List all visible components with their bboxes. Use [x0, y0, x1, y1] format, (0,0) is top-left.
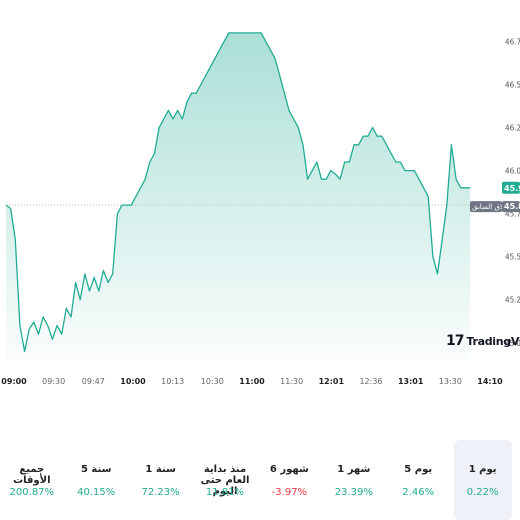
period-tab[interactable]: 1 شهر 23.39%: [325, 440, 383, 520]
x-tick-label: 13:30: [439, 377, 462, 386]
y-tick-label: 45.75: [505, 210, 520, 219]
price-chart[interactable]: 46.75 46.50 46.25 46.00 45.75 45.50 45.25 45.00…: [0, 0, 520, 400]
period-label: منذ بداية العام حتى اليوم: [200, 464, 250, 497]
period-change-value: 40.15%: [77, 487, 116, 498]
x-tick-label: 09:47: [82, 377, 105, 386]
x-tick-label: 09:30: [42, 377, 65, 386]
prev-close-value: 45.80: [504, 202, 520, 211]
tradingview-logo[interactable]: 17 TradingView: [446, 333, 520, 349]
period-tab[interactable]: منذ بداية العام حتى اليوم 11.81%: [196, 440, 254, 520]
x-tick-label: 09:00: [1, 377, 27, 386]
y-tick-label: 45.50: [505, 253, 520, 262]
x-tick-label: 12:36: [359, 377, 382, 386]
x-tick-label: 11:30: [280, 377, 303, 386]
price-area-fill: [6, 32, 470, 361]
y-tick-label: 45.00: [505, 339, 520, 348]
x-tick-label: 14:10: [477, 377, 503, 386]
period-label: 1 يوم: [468, 464, 497, 475]
x-tick-label: 10:30: [201, 377, 224, 386]
period-tab[interactable]: 5 يوم 2.46%: [389, 440, 447, 520]
tradingview-wordmark: TradingView: [466, 334, 520, 348]
period-tab[interactable]: 1 سنة 72.23%: [132, 440, 190, 520]
period-change-value: 200.87%: [9, 487, 55, 498]
period-change-value: 2.46%: [402, 487, 435, 498]
x-tick-label: 11:00: [239, 377, 265, 386]
period-label: جميع الأوقات: [13, 464, 51, 486]
x-tick-label: 10:13: [161, 377, 184, 386]
last-price-tag: [502, 181, 520, 194]
period-change-value: 0.22%: [466, 487, 499, 498]
chart-svg[interactable]: 46.75 46.50 46.25 46.00 45.75 45.50 45.25 45.00…: [0, 0, 520, 400]
prev-close-tag: [470, 201, 502, 213]
y-tick-label: 46.75: [505, 38, 520, 47]
price-line: [5, 32, 470, 353]
period-change-value: -3.97%: [271, 487, 308, 498]
period-change-value: 11.81%: [205, 487, 245, 498]
prev-close-value-tag: [502, 201, 520, 213]
prev-close-label: الإغلاق السابق: [472, 203, 514, 211]
period-tab[interactable]: 6 شهور -3.97%: [260, 440, 318, 520]
period-label: 1 شهر: [337, 464, 371, 475]
period-change-value: 23.39%: [334, 487, 373, 498]
period-label: 5 سنة: [80, 464, 112, 475]
tradingview-logo-icon: 17: [446, 333, 465, 349]
period-label: 5 يوم: [404, 464, 433, 475]
period-label: 6 شهور: [269, 464, 309, 475]
period-label: 1 سنة: [145, 464, 176, 475]
period-tab[interactable]: جميع الأوقات 200.87%: [3, 440, 61, 520]
period-performance-bar: 1 يوم 0.22% 5 يوم 2.46% 1 شهر 23.39% 6 شهور -3.…: [0, 440, 520, 520]
x-tick-label: 10:00: [120, 377, 146, 386]
period-change-value: 72.23%: [141, 487, 180, 498]
y-tick-label: 46.00: [505, 167, 520, 176]
period-tab[interactable]: 1 يوم 0.22%: [453, 440, 512, 520]
period-tab[interactable]: 5 سنة 40.15%: [67, 440, 125, 520]
y-tick-label: 45.25: [505, 296, 520, 305]
x-tick-label: 12:01: [319, 377, 345, 386]
last-price-value: 45.90: [504, 184, 520, 193]
x-tick-label: 13:01: [398, 377, 424, 386]
y-tick-label: 46.25: [505, 124, 520, 133]
y-tick-label: 46.50: [505, 81, 520, 90]
